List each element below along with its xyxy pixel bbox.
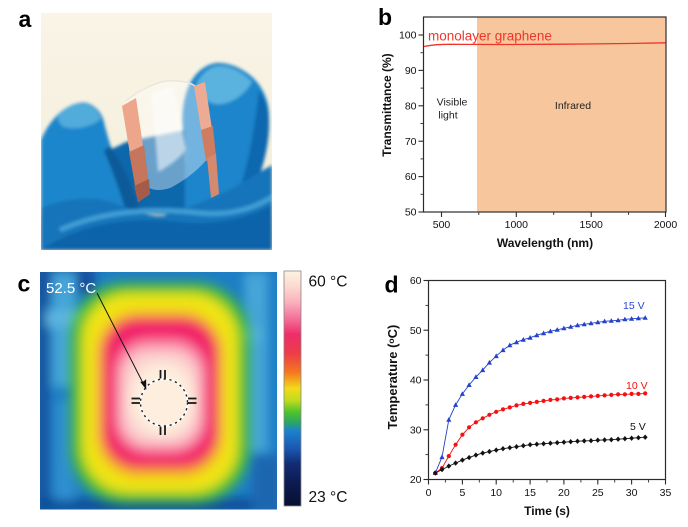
svg-text:2000: 2000: [654, 219, 678, 231]
svg-text:100: 100: [399, 30, 417, 42]
svg-text:a: a: [19, 6, 32, 32]
svg-text:Time (s): Time (s): [524, 504, 570, 518]
svg-text:90: 90: [405, 65, 417, 77]
svg-text:10 V: 10 V: [626, 380, 648, 392]
svg-text:5: 5: [459, 487, 465, 499]
svg-text:Transmittance (%): Transmittance (%): [380, 53, 394, 156]
svg-text:Wavelength (nm): Wavelength (nm): [497, 236, 593, 250]
svg-text:25: 25: [592, 487, 604, 499]
svg-text:1500: 1500: [580, 219, 604, 231]
svg-text:60: 60: [405, 171, 417, 183]
svg-text:c: c: [18, 271, 31, 297]
svg-text:500: 500: [433, 219, 451, 231]
svg-text:20: 20: [558, 487, 570, 499]
svg-text:60: 60: [410, 275, 422, 287]
svg-text:1000: 1000: [505, 219, 529, 231]
svg-text:Temperature (oC): Temperature (oC): [385, 325, 400, 430]
svg-text:10: 10: [490, 487, 502, 499]
svg-text:35: 35: [660, 487, 672, 499]
svg-text:30: 30: [626, 487, 638, 499]
svg-text:Visible: Visible: [437, 97, 468, 109]
svg-text:d: d: [385, 272, 399, 298]
svg-text:50: 50: [410, 325, 422, 337]
svg-text:monolayer graphene: monolayer graphene: [428, 29, 552, 44]
svg-text:light: light: [438, 110, 457, 122]
svg-text:0: 0: [426, 487, 432, 499]
svg-text:Infrared: Infrared: [555, 100, 591, 112]
svg-text:52.5 °C: 52.5 °C: [46, 280, 96, 297]
svg-text:15 V: 15 V: [623, 300, 645, 312]
svg-text:40: 40: [410, 375, 422, 387]
svg-text:70: 70: [405, 136, 417, 148]
svg-text:b: b: [378, 4, 392, 30]
svg-text:60 °C: 60 °C: [309, 274, 348, 291]
svg-text:80: 80: [405, 100, 417, 112]
svg-text:23 °C: 23 °C: [309, 489, 348, 506]
svg-text:50: 50: [405, 207, 417, 219]
svg-text:30: 30: [410, 424, 422, 436]
svg-text:15: 15: [524, 487, 536, 499]
svg-text:20: 20: [410, 474, 422, 486]
svg-text:5 V: 5 V: [630, 421, 646, 433]
